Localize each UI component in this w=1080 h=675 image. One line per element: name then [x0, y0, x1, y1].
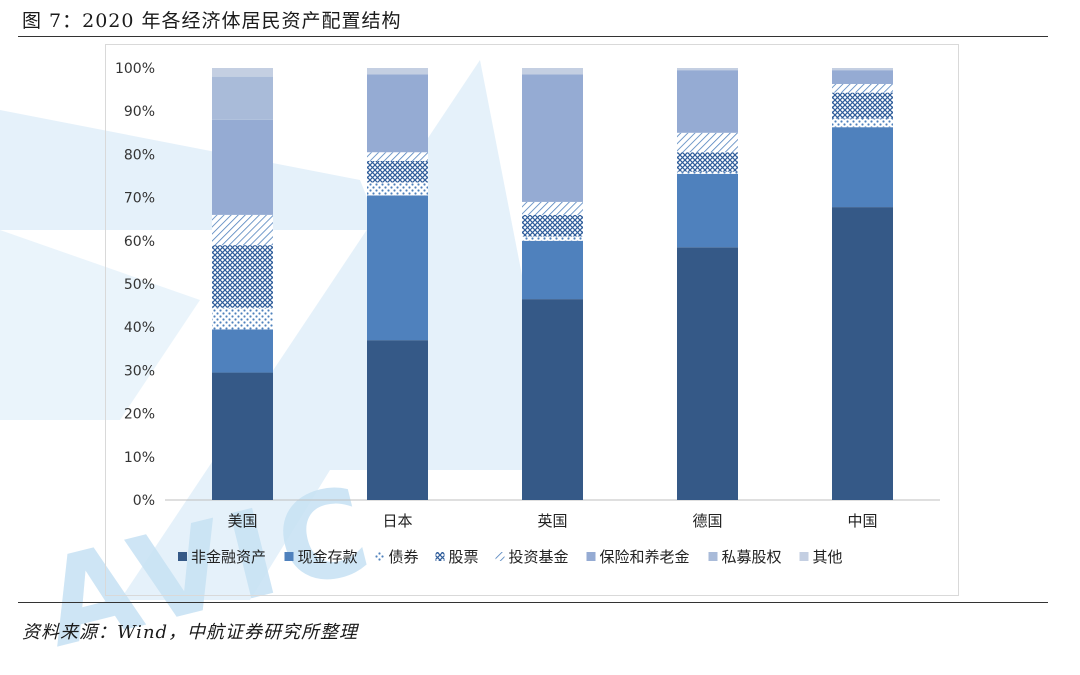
y-tick-label: 30% [124, 363, 155, 379]
bar-segment-0 [832, 207, 893, 500]
bar-segment-3 [677, 152, 738, 172]
legend-swatch-7 [799, 552, 809, 561]
bar-segment-0 [212, 372, 273, 500]
y-tick-label: 50% [124, 277, 155, 293]
legend-swatch-4 [495, 552, 505, 561]
legend-swatch-1 [284, 552, 294, 561]
figure-title: 图 7：2020 年各经济体居民资产配置结构 [22, 10, 402, 32]
bar-segment-1 [522, 240, 583, 300]
bottom-rule [18, 602, 1048, 603]
bar-segment-5 [522, 74, 583, 202]
y-tick-label: 90% [124, 104, 155, 120]
x-tick-label: 德国 [692, 512, 722, 530]
x-tick-label: 日本 [382, 512, 412, 530]
bar-segment-2 [522, 236, 583, 241]
legend-label-7: 其他 [813, 548, 843, 566]
bar-segment-2 [367, 182, 428, 196]
bar-segment-1 [367, 195, 428, 341]
stacked-bar-chart: 0% 10% 20% 30% 40% 50% 60% 70% 80% 90% 100% 美国 日本 英国 德… [115, 61, 940, 566]
bar-segment-5 [677, 70, 738, 133]
legend-swatch-5 [586, 552, 596, 561]
legend-swatch-3 [435, 552, 445, 561]
bar-segment-1 [677, 173, 738, 248]
legend-label-0: 非金融资产 [191, 548, 266, 566]
y-tick-label: 10% [124, 450, 155, 466]
bar-segment-6 [212, 76, 273, 120]
bar-segment-7 [522, 68, 583, 75]
bar-segment-5 [212, 119, 273, 215]
bar-segment-5 [367, 74, 428, 153]
legend-swatch-0 [178, 552, 187, 561]
bar-segment-1 [212, 329, 273, 373]
bar-segment-5 [832, 70, 893, 84]
legend-swatch-2 [375, 552, 385, 561]
legend-label-2: 债券 [389, 548, 419, 566]
y-tick-label: 60% [124, 234, 155, 250]
y-tick-label: 40% [124, 320, 155, 336]
bar-segment-7 [832, 68, 893, 71]
bar-segment-7 [212, 68, 273, 77]
y-tick-label: 70% [124, 191, 155, 207]
bar-segment-0 [367, 340, 428, 500]
x-tick-label: 英国 [537, 512, 567, 530]
bar-segment-4 [522, 201, 583, 215]
source-note: 资料来源：Wind，中航证券研究所整理 [22, 622, 359, 643]
bar-segment-7 [367, 68, 428, 75]
y-tick-label: 0% [133, 493, 155, 509]
bar-segment-4 [367, 152, 428, 161]
legend-label-5: 保险和养老金 [600, 548, 690, 566]
x-tick-label: 美国 [227, 512, 257, 530]
bar-segment-0 [522, 299, 583, 500]
bar-segment-2 [212, 307, 273, 330]
y-tick-label: 20% [124, 407, 155, 423]
bar-segment-0 [677, 247, 738, 500]
bar-segment-3 [367, 160, 428, 183]
bar-segment-4 [212, 214, 273, 246]
bar-segment-4 [677, 132, 738, 153]
bar-segment-3 [212, 245, 273, 308]
bar-segment-3 [832, 92, 893, 119]
top-rule [18, 36, 1048, 37]
legend-label-6: 私募股权 [722, 548, 782, 566]
bar-segment-1 [832, 127, 893, 208]
bar-segment-2 [677, 171, 738, 174]
y-tick-label: 80% [124, 147, 155, 163]
legend-label-3: 股票 [449, 548, 479, 566]
legend-label-1: 现金存款 [298, 548, 358, 566]
bar-segment-3 [522, 214, 583, 237]
y-tick-label: 100% [115, 61, 155, 77]
bar-segment-7 [677, 68, 738, 71]
legend-swatch-6 [708, 552, 718, 561]
chart-frame [105, 44, 959, 596]
bar-segment-2 [832, 118, 893, 128]
legend-label-4: 投资基金 [509, 548, 569, 566]
bar-segment-4 [832, 83, 893, 93]
x-tick-label: 中国 [847, 512, 877, 530]
